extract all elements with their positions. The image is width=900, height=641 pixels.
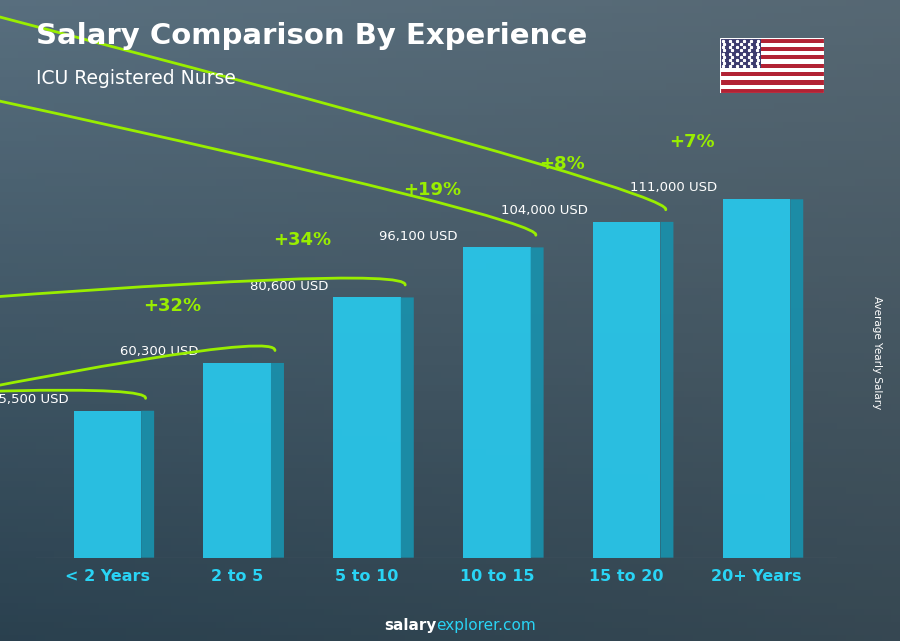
Polygon shape <box>333 297 400 558</box>
Text: 111,000 USD: 111,000 USD <box>630 181 717 194</box>
Bar <box>720 38 824 43</box>
Text: +19%: +19% <box>403 181 461 199</box>
Text: 60,300 USD: 60,300 USD <box>120 345 198 358</box>
Polygon shape <box>723 199 790 558</box>
Polygon shape <box>271 363 284 558</box>
Polygon shape <box>593 222 661 558</box>
Text: +34%: +34% <box>273 231 331 249</box>
Text: Average Yearly Salary: Average Yearly Salary <box>872 296 883 409</box>
Polygon shape <box>464 247 531 558</box>
Bar <box>720 80 824 85</box>
Polygon shape <box>531 247 544 558</box>
Text: 45,500 USD: 45,500 USD <box>0 393 68 406</box>
Bar <box>720 60 824 63</box>
Polygon shape <box>400 297 414 558</box>
Bar <box>720 85 824 88</box>
Polygon shape <box>74 411 141 558</box>
Text: explorer.com: explorer.com <box>436 619 536 633</box>
Bar <box>720 72 824 76</box>
Polygon shape <box>661 222 673 558</box>
Text: 96,100 USD: 96,100 USD <box>380 229 458 242</box>
Text: 104,000 USD: 104,000 USD <box>501 204 588 217</box>
Bar <box>720 47 824 51</box>
Bar <box>720 68 824 72</box>
Polygon shape <box>790 199 803 558</box>
Polygon shape <box>203 363 271 558</box>
Text: salary: salary <box>384 619 436 633</box>
Text: +32%: +32% <box>143 297 202 315</box>
Bar <box>720 88 824 93</box>
Bar <box>720 51 824 55</box>
Text: +8%: +8% <box>539 156 585 174</box>
Bar <box>720 63 824 68</box>
Bar <box>720 38 761 68</box>
Text: Salary Comparison By Experience: Salary Comparison By Experience <box>36 22 587 51</box>
Text: 80,600 USD: 80,600 USD <box>249 279 328 292</box>
Bar <box>720 76 824 80</box>
Bar <box>720 55 824 60</box>
Text: +7%: +7% <box>669 133 715 151</box>
Polygon shape <box>141 411 154 558</box>
Text: ICU Registered Nurse: ICU Registered Nurse <box>36 69 236 88</box>
Bar <box>720 43 824 47</box>
